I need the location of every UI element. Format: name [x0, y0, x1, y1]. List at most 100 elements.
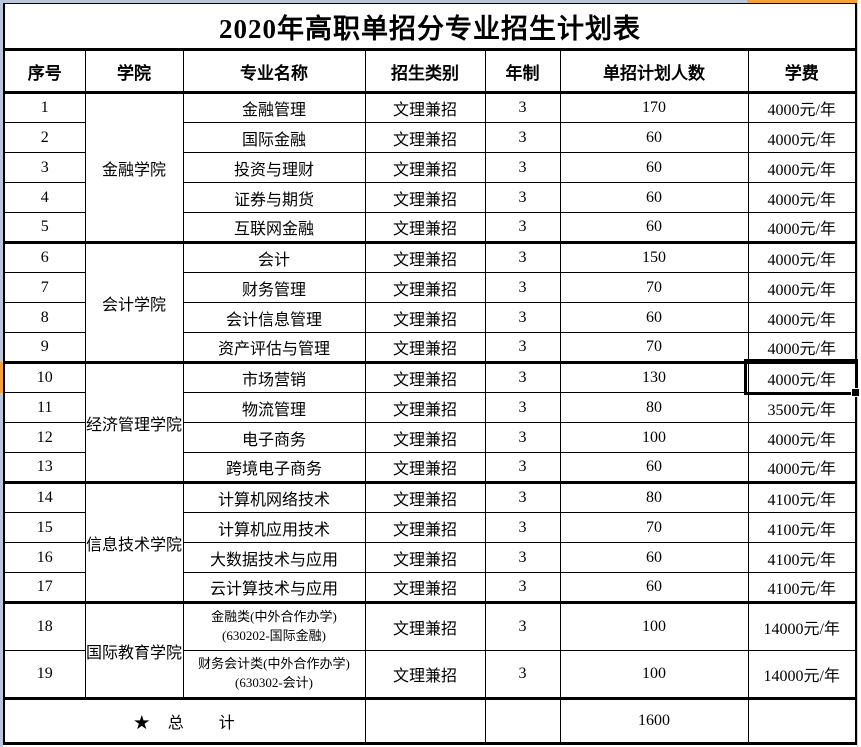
cell-years[interactable]: 3 — [484, 392, 561, 423]
cell-years[interactable]: 3 — [484, 212, 561, 244]
cell-category[interactable]: 文理兼招 — [364, 482, 486, 513]
cell-category[interactable]: 文理兼招 — [364, 542, 486, 573]
cell-tuition[interactable]: 4000元/年 — [747, 332, 857, 364]
column-header-tuition[interactable]: 学费 — [747, 49, 857, 94]
cell-major[interactable]: 金融管理 — [182, 92, 366, 123]
cell-tuition[interactable]: 4000元/年 — [747, 302, 857, 333]
cell-total-plan[interactable]: 1600 — [559, 698, 749, 745]
cell-plan[interactable]: 80 — [559, 482, 749, 513]
column-header-plan[interactable]: 单招计划人数 — [559, 49, 749, 94]
cell-tuition[interactable]: 4100元/年 — [747, 512, 857, 543]
cell-category[interactable]: 文理兼招 — [364, 572, 486, 604]
cell-plan[interactable]: 60 — [559, 302, 749, 333]
cell-no[interactable]: 2 — [3, 122, 86, 153]
cell-no[interactable]: 7 — [3, 272, 86, 303]
cell-no[interactable]: 17 — [3, 572, 86, 604]
cell-plan[interactable]: 100 — [559, 602, 749, 651]
cell-no[interactable]: 19 — [3, 650, 86, 700]
cell-college[interactable]: 信息技术学院 — [84, 482, 184, 604]
column-header-college[interactable]: 学院 — [84, 49, 184, 94]
cell-years[interactable]: 3 — [484, 362, 561, 393]
cell-tuition[interactable]: 4000元/年 — [747, 182, 857, 213]
cell-tuition[interactable]: 4000元/年 — [747, 122, 857, 153]
cell-category[interactable]: 文理兼招 — [364, 602, 486, 651]
cell-years[interactable]: 3 — [484, 272, 561, 303]
cell-major[interactable]: 物流管理 — [182, 392, 366, 423]
cell-college[interactable]: 国际教育学院 — [84, 602, 184, 700]
cell-major[interactable]: 市场营销 — [182, 362, 366, 393]
cell-years[interactable]: 3 — [484, 482, 561, 513]
cell-major[interactable]: 财务管理 — [182, 272, 366, 303]
cell-no[interactable]: 14 — [3, 482, 86, 513]
cell-tuition[interactable]: 4000元/年 — [747, 452, 857, 484]
cell-tuition[interactable]: 4000元/年 — [747, 152, 857, 183]
cell-tuition[interactable]: 4000元/年 — [747, 272, 857, 303]
cell-major[interactable]: 云计算技术与应用 — [182, 572, 366, 604]
cell-plan[interactable]: 60 — [559, 152, 749, 183]
cell-plan[interactable]: 60 — [559, 182, 749, 213]
cell-category[interactable]: 文理兼招 — [364, 272, 486, 303]
column-header-no[interactable]: 序号 — [3, 49, 86, 94]
cell-plan[interactable]: 100 — [559, 422, 749, 453]
cell-major[interactable]: 财务会计类(中外合作办学)(630302-会计) — [182, 650, 366, 700]
cell-no[interactable]: 4 — [3, 182, 86, 213]
cell-years[interactable]: 3 — [484, 542, 561, 573]
cell-no[interactable]: 18 — [3, 602, 86, 651]
cell-plan[interactable]: 60 — [559, 452, 749, 484]
cell-no[interactable]: 13 — [3, 452, 86, 484]
cell-college[interactable]: 金融学院 — [84, 92, 184, 244]
cell-years[interactable]: 3 — [484, 602, 561, 651]
cell-tuition[interactable]: 4000元/年 — [747, 242, 857, 273]
cell-total-label[interactable]: ★ 总 计 — [3, 698, 366, 745]
cell-major[interactable]: 互联网金融 — [182, 212, 366, 244]
column-header-category[interactable]: 招生类别 — [364, 49, 486, 94]
cell-years[interactable]: 3 — [484, 572, 561, 604]
cell-category[interactable]: 文理兼招 — [364, 242, 486, 273]
cell-category[interactable]: 文理兼招 — [364, 152, 486, 183]
cell-major[interactable]: 金融类(中外合作办学)(630202-国际金融) — [182, 602, 366, 651]
cell-tuition[interactable]: 4000元/年 — [747, 212, 857, 244]
cell-no[interactable]: 9 — [3, 332, 86, 364]
column-header-years[interactable]: 年制 — [484, 49, 561, 94]
cell-major[interactable]: 国际金融 — [182, 122, 366, 153]
cell-tuition[interactable]: 3500元/年 — [747, 392, 857, 423]
cell-years[interactable]: 3 — [484, 302, 561, 333]
cell-major[interactable]: 计算机应用技术 — [182, 512, 366, 543]
cell-years[interactable]: 3 — [484, 332, 561, 364]
cell-total-empty-category[interactable] — [364, 698, 486, 745]
cell-plan[interactable]: 70 — [559, 272, 749, 303]
cell-no[interactable]: 15 — [3, 512, 86, 543]
cell-years[interactable]: 3 — [484, 182, 561, 213]
cell-years[interactable]: 3 — [484, 92, 561, 123]
cell-category[interactable]: 文理兼招 — [364, 92, 486, 123]
cell-no[interactable]: 6 — [3, 242, 86, 273]
cell-category[interactable]: 文理兼招 — [364, 302, 486, 333]
page-title[interactable]: 2020年高职单招分专业招生计划表 — [3, 3, 857, 51]
cell-years[interactable]: 3 — [484, 452, 561, 484]
cell-category[interactable]: 文理兼招 — [364, 182, 486, 213]
cell-tuition[interactable]: 4000元/年 — [747, 92, 857, 123]
cell-plan[interactable]: 100 — [559, 650, 749, 700]
cell-major[interactable]: 跨境电子商务 — [182, 452, 366, 484]
cell-years[interactable]: 3 — [484, 152, 561, 183]
cell-category[interactable]: 文理兼招 — [364, 650, 486, 700]
cell-tuition[interactable]: 4000元/年 — [747, 362, 857, 393]
cell-plan[interactable]: 170 — [559, 92, 749, 123]
cell-no[interactable]: 16 — [3, 542, 86, 573]
cell-no[interactable]: 12 — [3, 422, 86, 453]
cell-tuition[interactable]: 4100元/年 — [747, 482, 857, 513]
cell-major[interactable]: 投资与理财 — [182, 152, 366, 183]
cell-tuition[interactable]: 4100元/年 — [747, 572, 857, 604]
cell-plan[interactable]: 80 — [559, 392, 749, 423]
cell-major[interactable]: 大数据技术与应用 — [182, 542, 366, 573]
cell-no[interactable]: 5 — [3, 212, 86, 244]
cell-category[interactable]: 文理兼招 — [364, 512, 486, 543]
cell-no[interactable]: 8 — [3, 302, 86, 333]
cell-years[interactable]: 3 — [484, 650, 561, 700]
cell-tuition[interactable]: 14000元/年 — [747, 650, 857, 700]
cell-college[interactable]: 经济管理学院 — [84, 362, 184, 484]
cell-major[interactable]: 证券与期货 — [182, 182, 366, 213]
cell-college[interactable]: 会计学院 — [84, 242, 184, 364]
cell-category[interactable]: 文理兼招 — [364, 332, 486, 364]
cell-major[interactable]: 资产评估与管理 — [182, 332, 366, 364]
